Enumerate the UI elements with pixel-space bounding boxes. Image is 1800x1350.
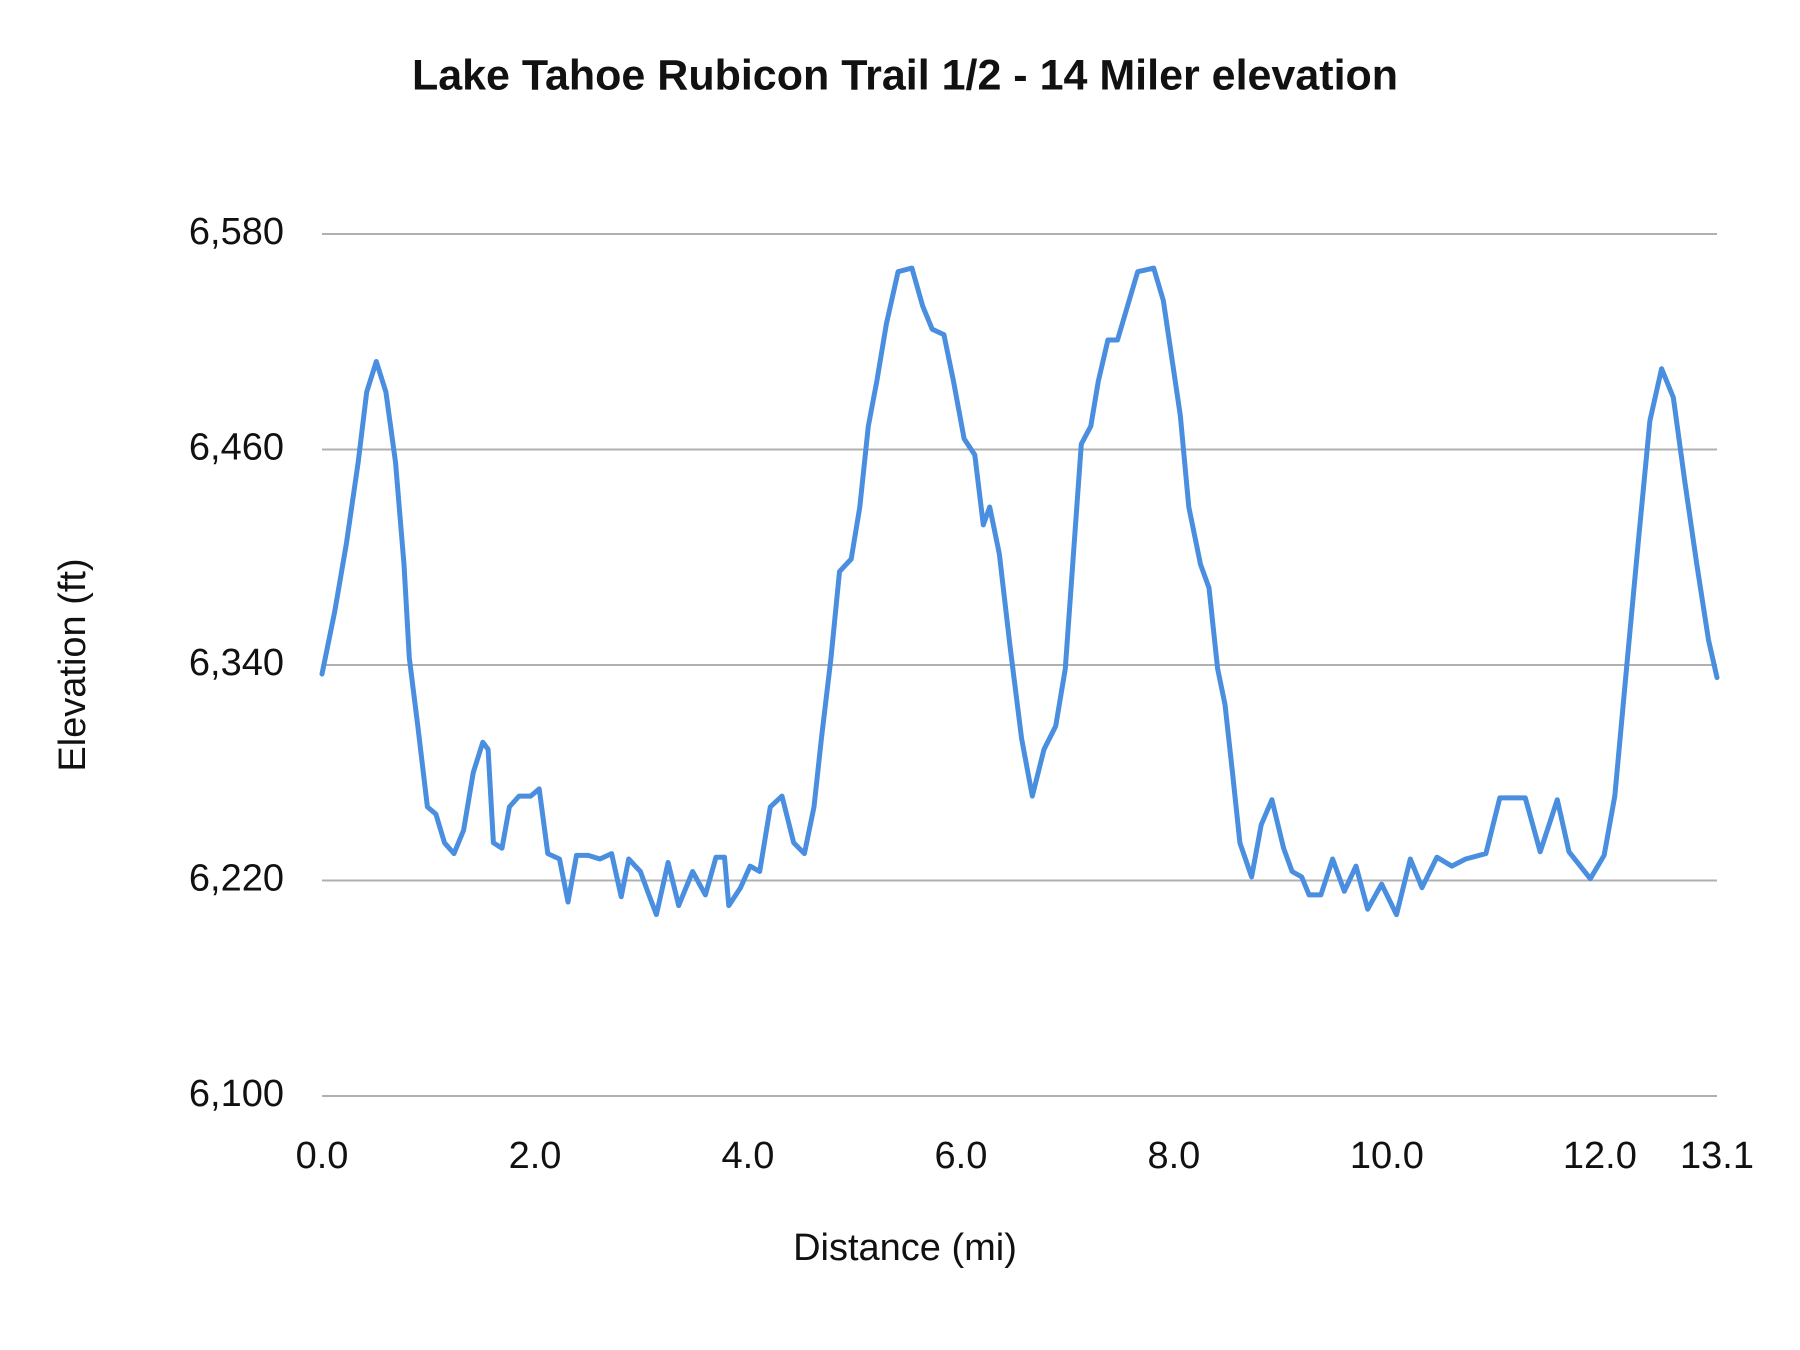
x-tick-label: 2.0 [509,1135,562,1177]
x-tick-label: 12.0 [1563,1135,1637,1177]
elevation-line [319,265,1720,918]
x-tick-label: 13.1 [1680,1135,1754,1177]
y-tick-label: 6,580 [189,211,284,253]
x-tick-label: 10.0 [1350,1135,1424,1177]
y-tick-label: 6,220 [189,858,284,900]
x-axis-title: Distance (mi) [793,1227,1017,1269]
x-tick-label: 0.0 [296,1135,349,1177]
y-axis-title: Elevation (ft) [52,558,94,771]
chart-title: Lake Tahoe Rubicon Trail 1/2 - 14 Miler … [412,51,1398,99]
y-tick-label: 6,460 [189,427,284,469]
x-tick-label: 6.0 [935,1135,988,1177]
y-tick-label: 6,100 [189,1073,284,1115]
x-tick-label: 4.0 [722,1135,775,1177]
y-tick-label: 6,340 [189,642,284,684]
x-tick-label: 8.0 [1147,1135,1200,1177]
